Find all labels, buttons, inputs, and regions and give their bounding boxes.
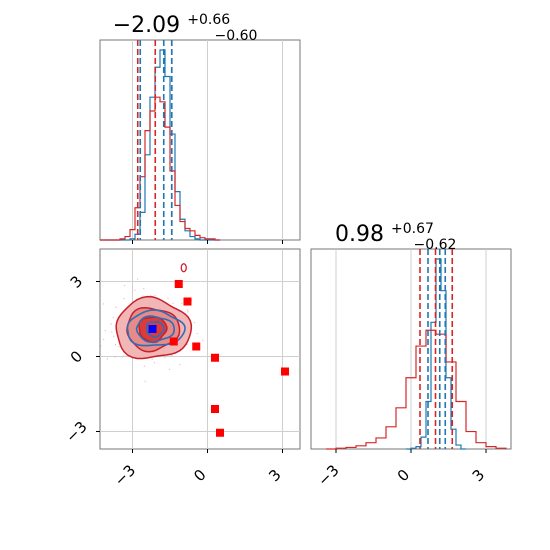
blue-contour-2 xyxy=(145,321,166,338)
panel-1-title-value: −2.09 xyxy=(113,13,180,38)
panel-1-quantile-lines xyxy=(136,40,173,240)
sample-dot-24 xyxy=(112,316,114,319)
sample-dot-46 xyxy=(114,344,117,346)
sample-dot-88 xyxy=(187,311,189,313)
panel-1-grid xyxy=(132,40,283,240)
sample-dot-28 xyxy=(123,355,125,357)
sample-dot-18 xyxy=(144,380,146,383)
sample-dot-113 xyxy=(196,332,199,335)
sample-dot-38 xyxy=(123,297,125,300)
red-marker-3 xyxy=(192,342,201,351)
sample-dot-98 xyxy=(123,284,126,287)
sample-dot-74 xyxy=(170,354,173,357)
sample-dot-5 xyxy=(102,338,105,341)
red-contour-outlier xyxy=(180,263,187,273)
sample-dot-94 xyxy=(134,289,136,292)
red-marker-0 xyxy=(174,280,183,288)
sample-dot-105 xyxy=(163,356,166,358)
sample-dot-106 xyxy=(106,358,109,360)
sample-dot-96 xyxy=(110,323,112,325)
sample-dot-112 xyxy=(186,309,188,311)
histogram-series-0 xyxy=(100,49,220,241)
panel-joint-ytick-label-0: −3 xyxy=(62,418,90,446)
sample-dot-61 xyxy=(172,302,174,305)
panel-joint-ticks: −3 0 3 −3 0 3 xyxy=(62,272,284,489)
red-marker-6 xyxy=(211,405,219,413)
panel-1-title-plus: +0.66 xyxy=(187,12,230,28)
red-marker-1 xyxy=(183,297,192,306)
sample-dot-159 xyxy=(100,345,102,347)
sample-dot-48 xyxy=(168,368,171,371)
panel-marginal-1: −2.09 +0.66 −0.60 xyxy=(99,9,301,244)
sample-dot-53 xyxy=(102,303,105,305)
sample-dot-14 xyxy=(181,302,183,305)
sample-dot-158 xyxy=(118,345,120,348)
blue-contour-0 xyxy=(126,309,186,347)
sample-dot-72 xyxy=(136,278,139,280)
panel-joint-xtick-label-1: 0 xyxy=(190,466,209,485)
panel-1-frame xyxy=(99,39,301,241)
red-marker-2 xyxy=(169,337,178,346)
red-marker-7 xyxy=(216,428,224,437)
sample-dot-25 xyxy=(143,287,145,290)
sample-dot-20 xyxy=(179,363,181,366)
panel-2-xtick-label-2: 3 xyxy=(469,466,488,485)
sample-dot-115 xyxy=(114,356,117,358)
panel-2-ticks: −3 0 3 xyxy=(314,449,488,490)
sample-dot-65 xyxy=(154,295,156,297)
histogram-series-1 xyxy=(326,329,507,450)
panel-joint-xtick-label-0: −3 xyxy=(111,461,139,489)
red-marker-4 xyxy=(211,353,219,362)
panel-2-quantile-lines xyxy=(419,249,454,449)
sample-dot-132 xyxy=(153,362,156,364)
panel-joint-frame xyxy=(99,248,301,450)
sample-dot-36 xyxy=(104,329,106,332)
panel-1-title-minus: −0.60 xyxy=(215,28,258,44)
panel-joint-points xyxy=(148,280,289,437)
panel-2-title-value: 0.98 xyxy=(335,222,384,247)
panel-2-histograms xyxy=(326,258,507,450)
panel-joint-ytick-label-1: 0 xyxy=(67,347,86,366)
panel-2-xtick-label-0: −3 xyxy=(314,461,342,489)
sample-dot-68 xyxy=(193,321,196,324)
panel-2-xtick-label-1: 0 xyxy=(394,466,413,485)
panel-2-title-plus: +0.67 xyxy=(391,221,434,237)
sample-dot-111 xyxy=(115,306,117,308)
red-marker-5 xyxy=(281,367,289,376)
histogram-series-1 xyxy=(100,96,220,241)
panel-marginal-2: −3 0 3 0.98 +0.67 −0.62 xyxy=(310,218,512,490)
sample-dot-42 xyxy=(111,331,113,333)
panel-1-histograms xyxy=(100,49,220,241)
sample-dot-79 xyxy=(202,339,204,342)
panel-1-ticks xyxy=(132,240,283,244)
sample-dot-30 xyxy=(167,297,169,299)
panel-joint: −3 0 3 −3 0 3 xyxy=(62,248,301,490)
panel-joint-contours xyxy=(115,263,193,360)
panel-joint-xtick-label-2: 3 xyxy=(265,466,284,485)
sample-dot-59 xyxy=(151,358,153,360)
panel-joint-ytick-label-2: 3 xyxy=(67,272,86,291)
blue-contour-1 xyxy=(135,315,175,344)
sample-dot-31 xyxy=(113,335,115,338)
panel-1-title: −2.09 +0.66 −0.60 xyxy=(113,9,258,44)
panel-2-grid xyxy=(335,249,487,449)
panel-2-title-minus: −0.62 xyxy=(414,237,457,253)
sample-dot-21 xyxy=(143,365,146,367)
panel-2-title: 0.98 +0.67 −0.62 xyxy=(335,218,456,253)
sample-dot-89 xyxy=(149,294,152,297)
blue-marker xyxy=(148,325,157,333)
